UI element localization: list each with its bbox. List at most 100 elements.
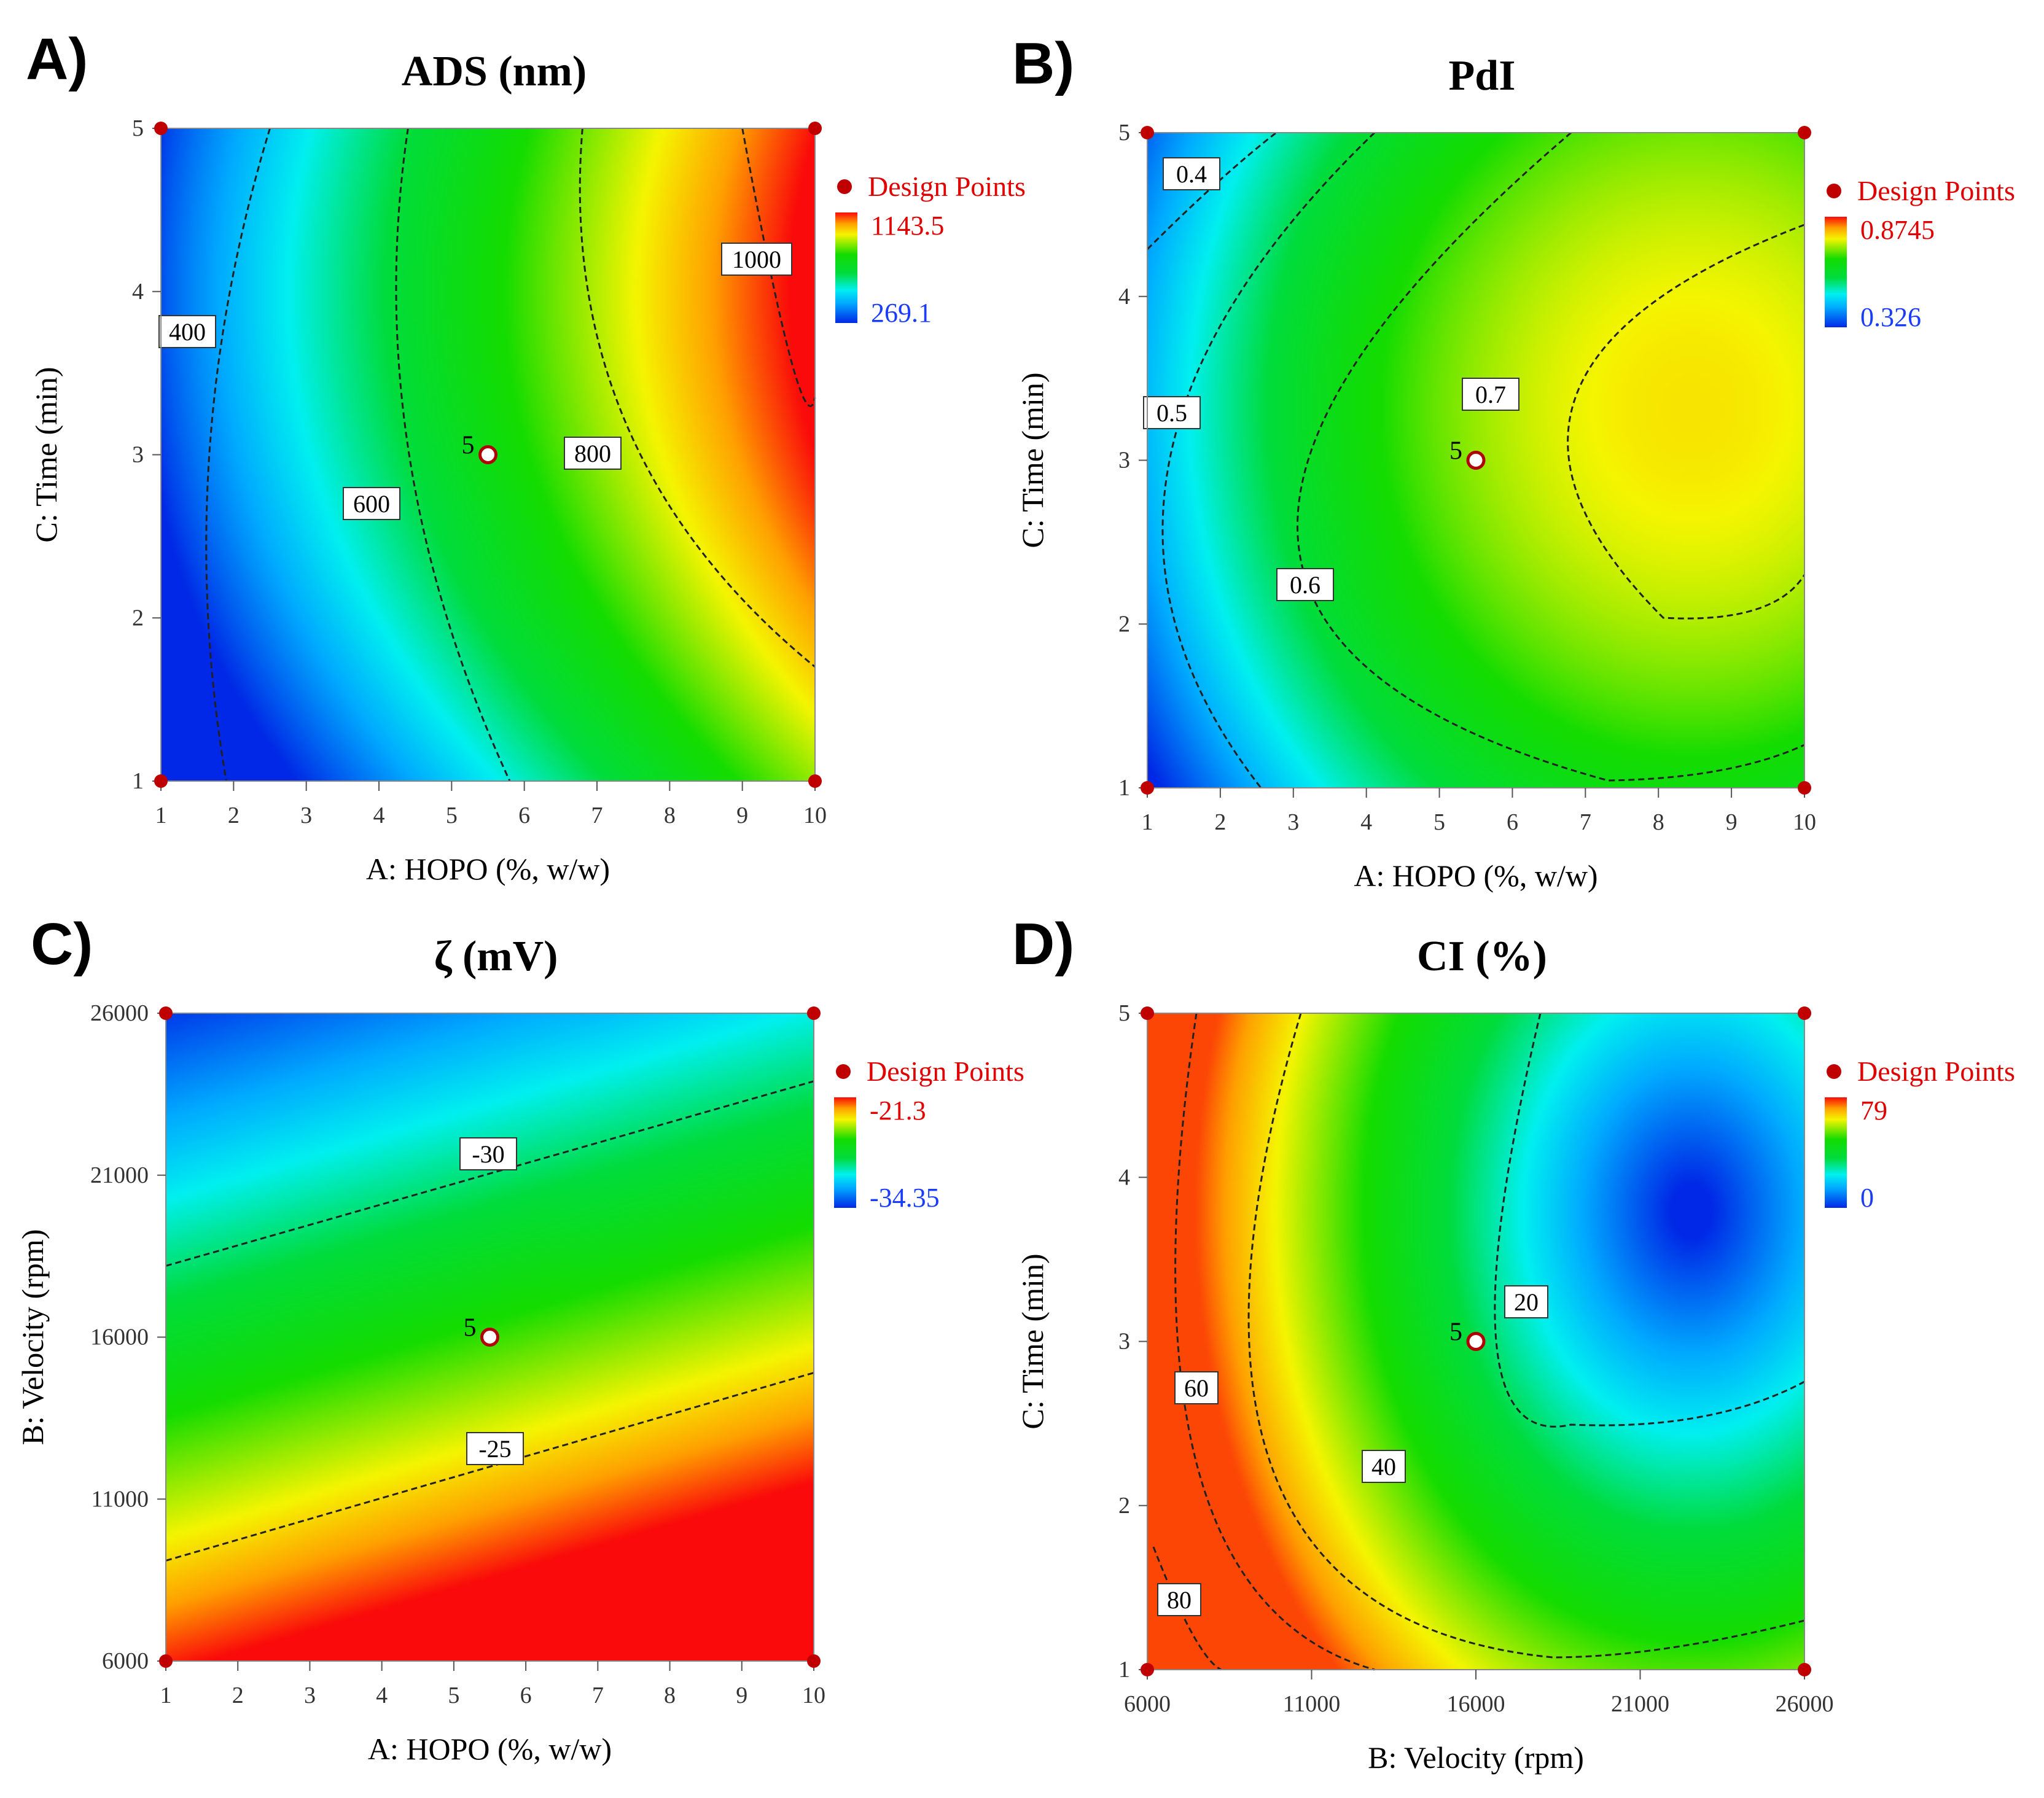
chart-title: ADS (nm) [402, 48, 587, 95]
y-tick-label: 16000 [90, 1325, 149, 1350]
y-tick-label: 4 [132, 279, 144, 305]
legend-design-points-label: Design Points [867, 1056, 1024, 1087]
design-point-center [478, 445, 497, 464]
contour-label-text: 800 [574, 440, 611, 467]
y-axis: 6000 11000 16000 21000 26000 B: Velocity (rpm… [15, 1000, 166, 1674]
x-tick-label: 1 [160, 1683, 172, 1708]
panel-letter: A) [26, 26, 88, 92]
legend-colorbar [1825, 217, 1847, 327]
contour-label-text: 400 [169, 318, 206, 346]
contour-80 [1152, 1546, 1222, 1671]
legend-max-value: -21.3 [870, 1096, 926, 1126]
x-tick-label: 4 [376, 1683, 388, 1708]
design-point [808, 774, 822, 788]
legend: Design Points 79 0 [1825, 1056, 2015, 1213]
y-tick-label: 2 [1118, 611, 1130, 637]
legend-min-value: 0 [1860, 1183, 1874, 1213]
design-points: 5 [1141, 126, 1811, 795]
x-tick-label: 5 [1434, 809, 1445, 835]
panel-letter: C) [31, 911, 93, 977]
contour-label: -25 [466, 1432, 524, 1465]
contour-label-box [343, 487, 400, 520]
contour-label: 40 [1362, 1450, 1406, 1483]
legend: Design Points 0.8745 0.326 [1825, 175, 2015, 332]
legend-colorbar [835, 212, 857, 323]
contour-0.5 [1161, 131, 1376, 788]
contour-label: 80 [1157, 1583, 1201, 1616]
y-axis-title: B: Velocity (rpm) [15, 1229, 50, 1446]
x-tick-label: 6 [1507, 809, 1518, 835]
x-tick-label: 8 [664, 803, 676, 828]
x-axis-title: A: HOPO (%, w/w) [366, 852, 610, 886]
design-points: 5 [154, 122, 822, 788]
legend-design-points-label: Design Points [1857, 1056, 2015, 1087]
panel-c: C) ζ (mV) -30 -25 1 2 3 4 5 6 7 8 9 10 A: HOPO (%, w/w… [15, 911, 1024, 1766]
x-tick-label: 5 [448, 1683, 459, 1708]
chart-title: ζ (mV) [434, 933, 558, 980]
chart-title: CI (%) [1417, 933, 1547, 980]
contour-label-box [1157, 1583, 1201, 1616]
contour-label-text: 60 [1184, 1374, 1209, 1402]
contour-label-text: 1000 [732, 246, 781, 273]
contour-label-box [1362, 1450, 1406, 1483]
contour-label-box [1462, 378, 1519, 411]
design-point [807, 1006, 821, 1020]
x-tick-label: 2 [1214, 809, 1226, 835]
x-tick-label: 4 [1360, 809, 1372, 835]
contour-label-text: 0.6 [1290, 571, 1320, 599]
design-point-replicate-count: 5 [1449, 437, 1462, 465]
design-point [1141, 126, 1154, 139]
design-point-center [480, 1328, 499, 1347]
legend-min-value: -34.35 [870, 1183, 940, 1213]
design-point-replicate-count: 5 [462, 432, 475, 460]
contour-label-text: 0.7 [1475, 381, 1506, 408]
x-tick-label: 6 [520, 1683, 532, 1708]
design-point [1141, 1663, 1154, 1676]
legend: Design Points -21.3 -34.35 [834, 1056, 1024, 1213]
contour-label: 0.7 [1462, 378, 1519, 411]
design-point-center [1466, 451, 1486, 470]
design-point [808, 122, 822, 135]
contour-800 [579, 128, 816, 668]
x-axis: 6000 11000 16000 21000 26000 B: Velocity (rpm… [1124, 1670, 1834, 1775]
y-tick-label: 2 [132, 605, 144, 631]
design-point [1798, 1006, 1811, 1020]
x-tick-label: 8 [1653, 809, 1664, 835]
x-axis-title: A: HOPO (%, w/w) [1354, 858, 1597, 893]
contour-label-text: 0.5 [1157, 399, 1187, 427]
contour-label-text: 600 [353, 490, 390, 518]
contour-1000 [741, 128, 816, 407]
contour-label-text: 40 [1371, 1453, 1396, 1481]
contour-label-box [721, 243, 792, 276]
design-point [1141, 1006, 1154, 1020]
y-tick-label: 1 [1118, 1657, 1130, 1683]
y-tick-label: 5 [1118, 1000, 1130, 1026]
contour-label: 0.6 [1276, 568, 1334, 601]
y-tick-label: 1 [1118, 775, 1130, 801]
contour-label: 1000 [721, 243, 792, 276]
y-tick-label: 5 [132, 115, 144, 141]
contour-600 [395, 128, 511, 782]
x-tick-label: 10 [803, 803, 827, 828]
design-point [154, 122, 168, 135]
x-tick-label: 5 [446, 803, 458, 828]
y-tick-label: 4 [1118, 284, 1130, 309]
contour-0.7 [1567, 224, 1806, 620]
contour-label: 0.4 [1163, 157, 1220, 190]
x-tick-label: 2 [228, 803, 240, 828]
design-point-center [1466, 1332, 1486, 1351]
contour-label-box [1163, 157, 1220, 190]
x-tick-label: 11000 [1283, 1691, 1341, 1717]
y-axis: 1 2 3 4 5 C: Time (min) [1015, 1000, 1147, 1683]
x-axis-title: A: HOPO (%, w/w) [368, 1732, 612, 1766]
design-point [154, 774, 168, 788]
x-tick-label: 3 [304, 1683, 316, 1708]
y-tick-label: 11000 [91, 1486, 149, 1512]
x-axis: 1 2 3 4 5 6 7 8 9 10 A: HOPO (%, w/w) [160, 1661, 825, 1766]
legend-design-points-label: Design Points [868, 171, 1026, 202]
y-axis: 1 2 3 4 5 C: Time (min) [29, 115, 161, 794]
contour-lines [1146, 131, 1806, 788]
contour-label-box [1174, 1371, 1219, 1404]
